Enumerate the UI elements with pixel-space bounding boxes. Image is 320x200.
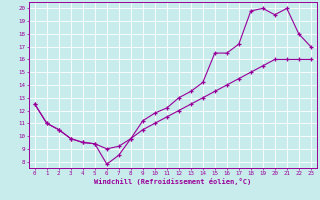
X-axis label: Windchill (Refroidissement éolien,°C): Windchill (Refroidissement éolien,°C) xyxy=(94,178,252,185)
